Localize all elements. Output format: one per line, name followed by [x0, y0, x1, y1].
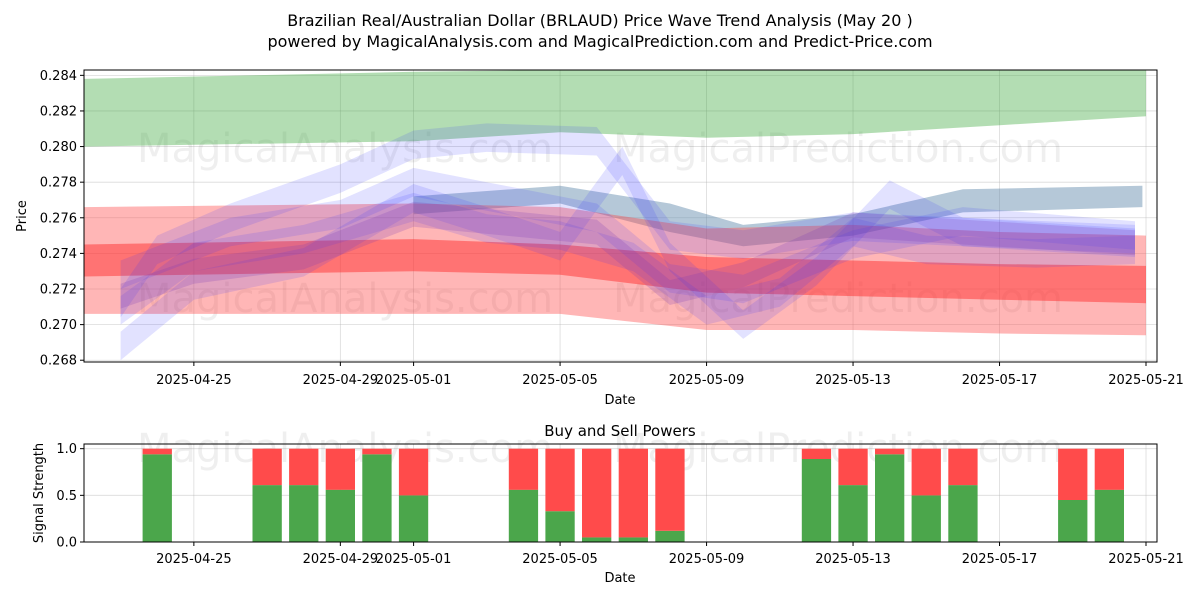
buy-bar: [1058, 500, 1088, 542]
purple-wave: [120, 201, 1136, 309]
buy-bar: [142, 454, 172, 542]
green-upper-band: [84, 70, 1146, 147]
sell-bar: [948, 448, 978, 486]
red-core-band: [84, 239, 1146, 304]
bottom-y-tick-label: 0.0: [56, 536, 77, 551]
watermark-magicalprediction-top: MagicalPrediction.com: [613, 126, 1063, 172]
bottom-y-axis-title: Signal Strength: [32, 443, 47, 543]
blue-wave-d: [120, 167, 1136, 304]
sell-bar: [875, 448, 905, 455]
top-x-tick-label: 2025-05-09: [669, 373, 745, 388]
buy-bar: [801, 458, 832, 542]
bottom-bars: [142, 448, 1124, 542]
top-y-axis-title: Price: [15, 200, 30, 232]
sell-bar: [252, 448, 282, 486]
buy-bar: [655, 530, 685, 542]
chart-title-line1: Brazilian Real/Australian Dollar (BRLAUD…: [287, 11, 913, 30]
bottom-x-tick-label: 2025-05-05: [522, 552, 598, 567]
bottom-x-tick-label: 2025-05-13: [815, 552, 891, 567]
top-plot-frame: [83, 69, 1158, 363]
chart-title-line2: powered by MagicalAnalysis.com and Magic…: [267, 32, 932, 51]
top-y-tick-label: 0.272: [40, 283, 77, 298]
bottom-x-tick-label: 2025-05-21: [1108, 552, 1184, 567]
top-y-tick-label: 0.276: [40, 211, 77, 226]
top-x-tick-label: 2025-04-25: [156, 373, 232, 388]
top-y-tick-label: 0.280: [40, 140, 77, 155]
bottom-plot-frame: [83, 443, 1158, 543]
bottom-x-tick-label: 2025-05-09: [669, 552, 745, 567]
sell-bar: [545, 448, 575, 512]
top-x-tick-label: 2025-04-29: [303, 373, 379, 388]
blue-wave-b: [120, 146, 1136, 361]
sell-bar: [911, 448, 941, 496]
buy-bar: [545, 511, 575, 542]
sell-bar: [618, 448, 648, 538]
bottom-x-tick-label: 2025-04-25: [156, 552, 232, 567]
blue-wave-a: [120, 123, 1136, 318]
buy-bar: [289, 485, 319, 542]
top-x-tick-label: 2025-05-05: [522, 373, 598, 388]
sell-bar: [582, 448, 612, 538]
sell-bar: [508, 448, 539, 490]
top-y-tick-label: 0.284: [40, 69, 77, 84]
sell-bar: [1094, 448, 1124, 490]
buy-bar: [508, 489, 539, 542]
top-y-tick-label: 0.282: [40, 104, 77, 119]
top-y-tick-label: 0.274: [40, 247, 77, 262]
sell-bar: [362, 448, 392, 455]
top-x-tick-label: 2025-05-17: [962, 373, 1038, 388]
bottom-x-tick-label: 2025-04-29: [303, 552, 379, 567]
buy-bar: [325, 489, 355, 542]
buy-bar: [252, 485, 282, 542]
watermark-magicalanalysis-top: MagicalAnalysis.com: [137, 126, 553, 172]
bottom-y-ticks: 0.0 0.5 1.0: [56, 442, 84, 551]
buy-bar: [838, 485, 868, 542]
sell-bar: [142, 448, 172, 455]
buy-bar: [948, 485, 978, 542]
top-bands: [84, 70, 1146, 336]
top-y-tick-label: 0.270: [40, 318, 77, 333]
buy-bar: [875, 454, 905, 542]
sell-bar: [325, 448, 355, 490]
top-waves: [120, 123, 1136, 361]
sell-bar: [1058, 448, 1088, 500]
gray-blue-band: [413, 185, 1143, 247]
watermark-magicalprediction-bottom: MagicalPrediction.com: [613, 426, 1063, 472]
sell-bar: [838, 448, 868, 486]
sell-bar: [655, 448, 685, 531]
buy-bar: [618, 537, 648, 542]
bottom-y-tick-label: 0.5: [56, 489, 77, 504]
top-x-tick-label: 2025-05-01: [376, 373, 452, 388]
top-x-axis-title: Date: [604, 393, 635, 408]
buy-bar: [1094, 489, 1124, 542]
watermark-magicalanalysis-mid: MagicalAnalysis.com: [137, 276, 553, 322]
blue-wave-c: [120, 192, 1136, 325]
buy-bar: [911, 495, 941, 542]
top-y-tick-label: 0.268: [40, 354, 77, 369]
bottom-x-tick-label: 2025-05-17: [962, 552, 1038, 567]
top-x-tick-label: 2025-05-21: [1108, 373, 1184, 388]
buy-bar: [582, 537, 612, 542]
sell-bar: [801, 448, 832, 459]
bottom-x-tick-label: 2025-05-01: [376, 552, 452, 567]
buy-bar: [398, 495, 429, 542]
bottom-y-tick-label: 1.0: [56, 442, 77, 457]
sell-bar: [289, 448, 319, 486]
buy-bar: [362, 454, 392, 542]
top-y-tick-label: 0.278: [40, 176, 77, 191]
bottom-x-axis-title: Date: [604, 571, 635, 586]
sell-bar: [398, 448, 429, 496]
bottom-chart-title: Buy and Sell Powers: [544, 422, 696, 440]
top-x-tick-label: 2025-05-13: [815, 373, 891, 388]
top-y-ticks: 0.268 0.270 0.272 0.274 0.276 0.278 0.280 0.282…: [40, 69, 84, 369]
